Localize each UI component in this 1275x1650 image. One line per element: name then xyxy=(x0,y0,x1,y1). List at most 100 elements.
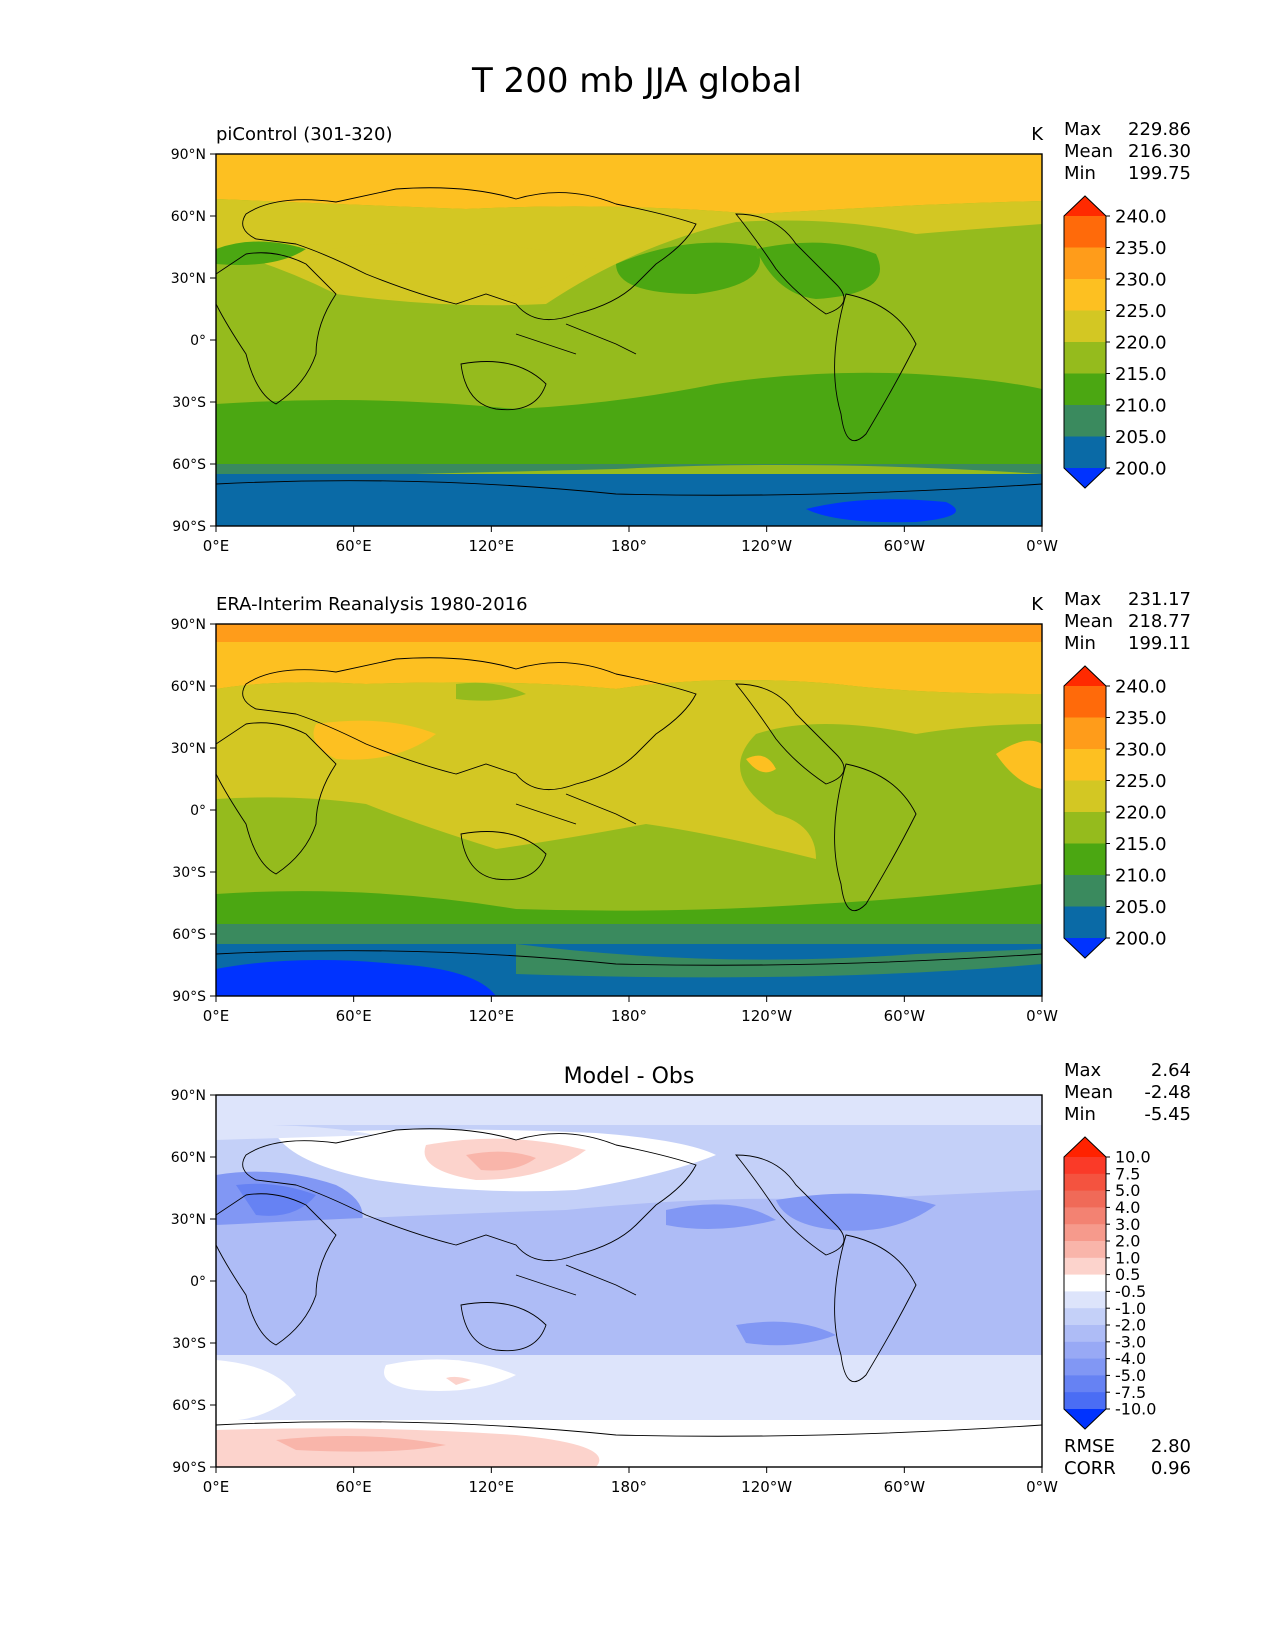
stat-value: 0.96 xyxy=(1151,1458,1191,1479)
figure-title: T 200 mb JJA global xyxy=(471,61,802,101)
stat-value: 218.77 xyxy=(1128,611,1191,632)
colorbar-bin xyxy=(1064,686,1106,718)
colorbar-bin xyxy=(1064,843,1106,876)
colorbar-label: 205.0 xyxy=(1115,897,1167,918)
lat-tick-label: 30°N xyxy=(171,1212,206,1228)
lat-tick-label: 0° xyxy=(190,803,206,819)
colorbar-label: 215.0 xyxy=(1115,364,1167,385)
lon-tick-label: 180° xyxy=(611,1478,647,1496)
colorbar-bin xyxy=(1064,906,1106,939)
colorbar-label: 0.5 xyxy=(1115,1265,1140,1284)
stat-label: Mean xyxy=(1064,1082,1113,1103)
lon-tick-label: 0°W xyxy=(1026,1007,1058,1025)
lat-axis: 90°N 60°N 30°N 0° 30°S 60°S 90°S xyxy=(171,1088,216,1476)
stat-label: Max xyxy=(1064,589,1102,610)
stat-label: Max xyxy=(1064,119,1102,140)
lon-tick-label: 0°E xyxy=(203,1478,230,1496)
extra-stats-box: RMSE 2.80 CORR 0.96 xyxy=(1064,1436,1191,1479)
lat-tick-label: 30°N xyxy=(171,741,206,757)
lat-tick-label: 0° xyxy=(190,333,206,349)
colorbar-label: 5.0 xyxy=(1115,1181,1140,1200)
lon-tick-label: 0°E xyxy=(203,1007,230,1025)
lon-tick-label: 180° xyxy=(611,537,647,555)
panel-diff: Model - Obs xyxy=(171,1060,1191,1496)
colorbar-label: -5.0 xyxy=(1115,1366,1146,1385)
colorbar-label: 225.0 xyxy=(1115,301,1167,322)
lat-tick-label: 60°N xyxy=(171,209,206,225)
lon-tick-label: 60°E xyxy=(336,1478,372,1496)
colorbar-bin xyxy=(1064,875,1106,907)
stat-value: 231.17 xyxy=(1128,589,1191,610)
colorbar-label: 7.5 xyxy=(1115,1164,1140,1183)
lon-tick-label: 0°W xyxy=(1026,1478,1058,1496)
colorbar-label: 3.0 xyxy=(1115,1215,1140,1234)
lon-tick-label: 180° xyxy=(611,1007,647,1025)
stat-value: 216.30 xyxy=(1128,141,1191,162)
lon-tick-label: 60°W xyxy=(884,1007,926,1025)
stat-label: Min xyxy=(1064,633,1096,654)
stat-label: CORR xyxy=(1064,1458,1116,1479)
colorbar-label: -1.0 xyxy=(1115,1299,1146,1318)
colorbar: 240.0 235.0 230.0 225.0 220.0 215.0 210.0 205.0… xyxy=(1063,665,1167,959)
stat-value: 229.86 xyxy=(1128,119,1191,140)
colorbar-bin xyxy=(1064,310,1106,343)
map-plot xyxy=(216,1095,1042,1467)
colorbar-bin xyxy=(1064,717,1106,750)
lon-tick-label: 0°W xyxy=(1026,537,1058,555)
colorbar-label: 200.0 xyxy=(1115,928,1167,949)
panel-units: K xyxy=(1031,124,1044,145)
panel-model: piControl (301-320) K 9 xyxy=(171,119,1191,555)
stats-box: Max 231.17 Mean 218.77 Min 199.11 xyxy=(1064,589,1191,654)
colorbar-bin xyxy=(1064,1291,1106,1309)
stat-label: Max xyxy=(1064,1060,1102,1081)
colorbar-bin xyxy=(1064,1257,1106,1276)
map-plot xyxy=(216,154,1042,526)
lat-tick-label: 30°S xyxy=(172,1336,206,1352)
stats-box: Max 229.86 Mean 216.30 Min 199.75 xyxy=(1064,119,1191,184)
lon-tick-label: 120°E xyxy=(469,1478,515,1496)
lon-axis: 0°E 60°E 120°E 180° 120°W 60°W 0°W xyxy=(203,526,1058,555)
colorbar-extend-min xyxy=(1064,938,1106,958)
colorbar-label: 200.0 xyxy=(1115,458,1167,479)
colorbar-label: 205.0 xyxy=(1115,427,1167,448)
lat-tick-label: 0° xyxy=(190,1274,206,1290)
colorbar-label: 235.0 xyxy=(1115,708,1167,729)
colorbar-label: -10.0 xyxy=(1115,1400,1156,1419)
stats-box: Max 2.64 Mean -2.48 Min -5.45 xyxy=(1064,1060,1191,1125)
colorbar-bin xyxy=(1064,405,1106,437)
colorbar-bin xyxy=(1064,436,1106,469)
stat-label: RMSE xyxy=(1064,1436,1115,1457)
lat-tick-label: 60°S xyxy=(172,457,206,473)
colorbar-label: 10.0 xyxy=(1115,1148,1151,1167)
lon-axis: 0°E 60°E 120°E 180° 120°W 60°W 0°W xyxy=(203,996,1058,1025)
colorbar-bin xyxy=(1064,1173,1106,1192)
colorbar-bin xyxy=(1064,1157,1106,1175)
colorbar-label: 4.0 xyxy=(1115,1198,1140,1217)
lat-tick-label: 90°N xyxy=(171,1088,206,1104)
colorbar-label: 220.0 xyxy=(1115,332,1167,353)
lat-axis: 90°N 60°N 30°N 0° 30°S 60°S 90°S xyxy=(171,617,216,1005)
lat-tick-label: 90°N xyxy=(171,617,206,633)
colorbar-bin xyxy=(1064,1308,1106,1326)
lat-tick-label: 90°S xyxy=(172,519,206,535)
lat-tick-label: 30°S xyxy=(172,395,206,411)
stat-value: 2.80 xyxy=(1151,1436,1191,1457)
panel-title-left: piControl (301-320) xyxy=(216,124,392,145)
colorbar-bin xyxy=(1064,1375,1106,1393)
lon-tick-label: 120°W xyxy=(741,1007,792,1025)
lat-tick-label: 90°N xyxy=(171,147,206,163)
lat-axis: 90°N 60°N 30°N 0° 30°S 60°S 90°S xyxy=(171,147,216,535)
colorbar-label: 225.0 xyxy=(1115,771,1167,792)
colorbar-bin xyxy=(1064,780,1106,813)
lat-tick-label: 60°N xyxy=(171,1150,206,1166)
colorbar-bin xyxy=(1064,1190,1106,1208)
colorbar-label: 210.0 xyxy=(1115,865,1167,886)
colorbar-bin xyxy=(1064,749,1106,781)
stat-value: -2.48 xyxy=(1144,1082,1191,1103)
map-plot xyxy=(216,624,1042,996)
colorbar-bin xyxy=(1064,812,1106,844)
colorbar-extend-min xyxy=(1064,468,1106,488)
colorbar: 240.0 235.0 230.0 225.0 220.0 215.0 210.0 205.0… xyxy=(1063,195,1167,489)
lon-tick-label: 120°W xyxy=(741,537,792,555)
lat-tick-label: 60°N xyxy=(171,679,206,695)
